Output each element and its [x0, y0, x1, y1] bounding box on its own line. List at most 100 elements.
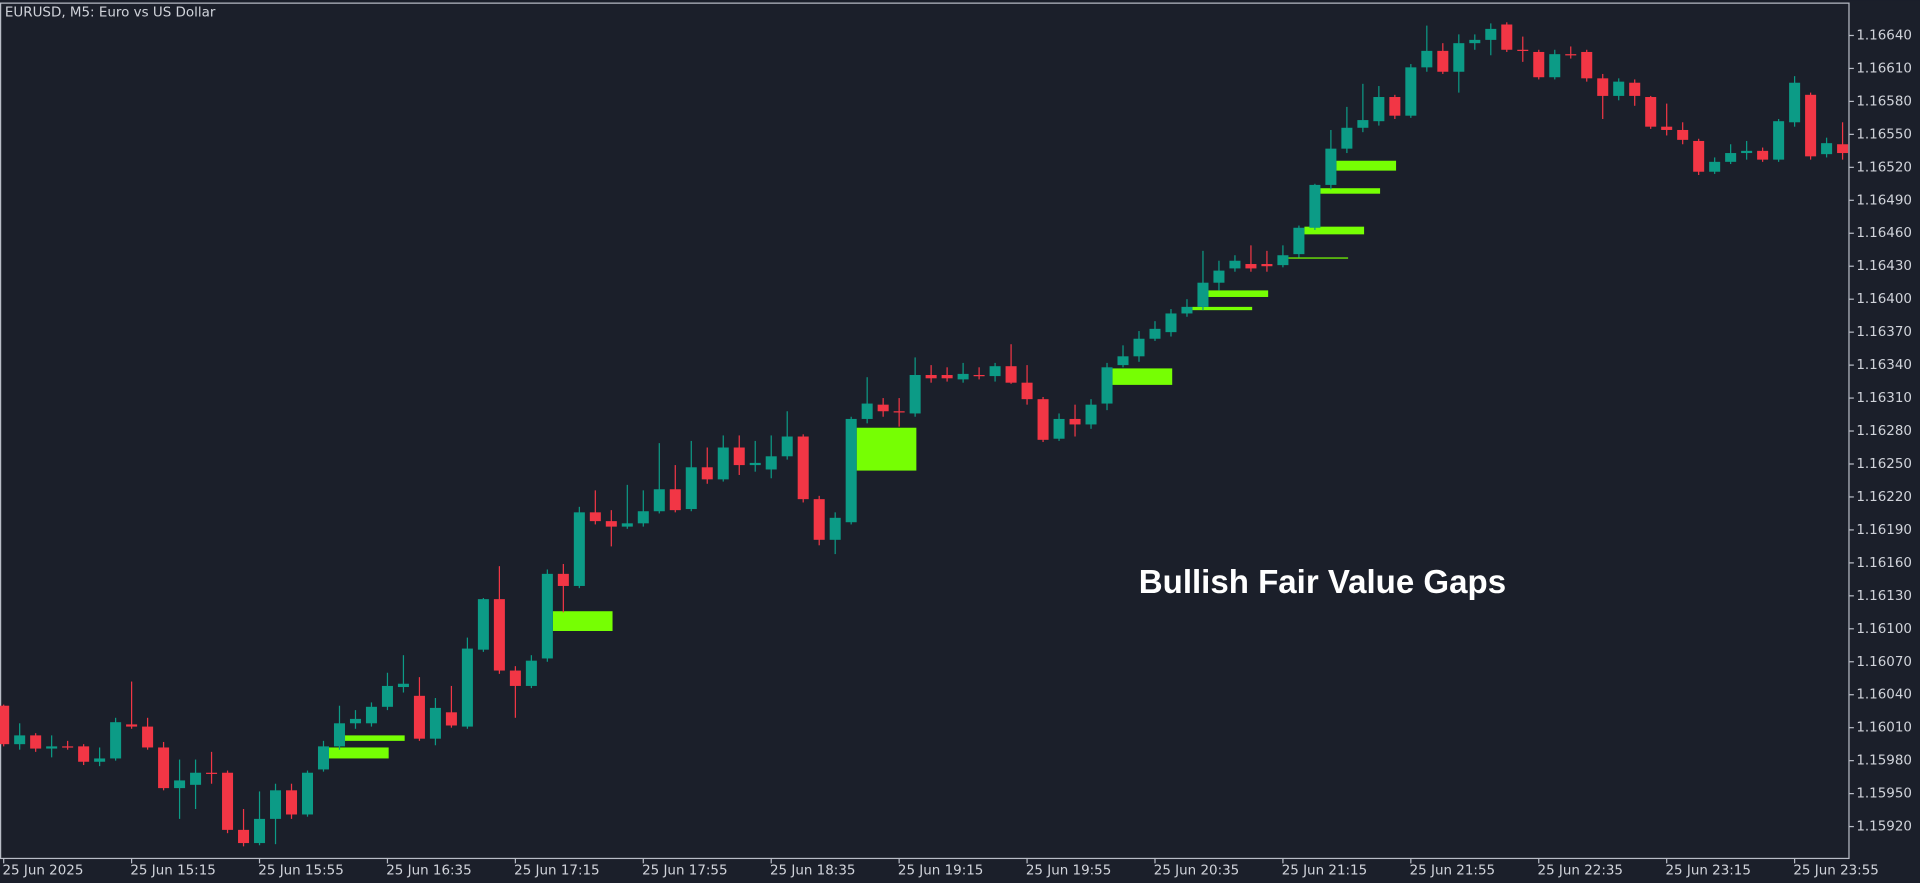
plot-area	[0, 22, 1849, 847]
candle-body	[206, 772, 218, 774]
x-tick-label: 25 Jun 15:55	[258, 864, 343, 879]
candle-body	[1549, 54, 1561, 78]
candle-body	[589, 512, 601, 522]
candle-body	[174, 780, 186, 789]
candle-body	[46, 746, 58, 749]
candle-body	[493, 599, 505, 671]
y-tick-label: 1.16190	[1856, 523, 1912, 538]
candle-body	[1085, 404, 1097, 425]
candle-body	[477, 599, 489, 650]
x-tick-label: 25 Jun 20:35	[1154, 864, 1239, 879]
candle-body	[429, 707, 441, 739]
candle-body	[1373, 97, 1385, 122]
y-tick-label: 1.16250	[1856, 457, 1912, 472]
candle-body	[1213, 270, 1225, 283]
y-tick-label: 1.16340	[1856, 358, 1912, 373]
candle-body	[653, 489, 665, 512]
x-tick-label: 25 Jun 2025	[2, 864, 83, 879]
candle-body	[397, 683, 409, 688]
candle-body	[1229, 260, 1241, 269]
candle-body	[238, 829, 250, 844]
candle-body	[349, 718, 361, 724]
candle-body	[14, 735, 26, 745]
y-tick-label: 1.15980	[1856, 754, 1912, 769]
candle-body	[925, 374, 937, 379]
x-tick-label: 25 Jun 23:55	[1793, 864, 1878, 879]
candle-body	[1053, 418, 1065, 439]
candle-body	[285, 790, 298, 815]
candle-body	[1693, 140, 1705, 172]
fair-value-gap	[856, 427, 917, 471]
candle-body	[621, 523, 633, 527]
y-tick-label: 1.16130	[1856, 589, 1912, 604]
candle-body	[333, 723, 345, 747]
candle-body	[317, 746, 329, 770]
candle-body	[1293, 227, 1305, 255]
candle-body	[1453, 43, 1465, 72]
y-tick-label: 1.16550	[1856, 127, 1912, 142]
y-tick-label: 1.16280	[1856, 424, 1912, 439]
candle-body	[1021, 382, 1033, 400]
candle-body	[1037, 399, 1049, 440]
candle-body	[1421, 50, 1433, 68]
candle-body	[1485, 28, 1497, 40]
fair-value-gap	[1304, 226, 1365, 235]
candle-body	[78, 746, 90, 762]
candle-body	[701, 467, 713, 480]
candle-body	[605, 521, 617, 527]
candle-body	[254, 818, 266, 844]
y-tick-label: 1.16070	[1856, 655, 1912, 670]
candle-body	[62, 746, 74, 748]
x-tick-label: 25 Jun 21:55	[1410, 864, 1495, 879]
candle-body	[1773, 121, 1785, 160]
candle-body	[1469, 39, 1481, 44]
y-tick-label: 1.16520	[1856, 160, 1912, 175]
candle-body	[1661, 126, 1673, 130]
candle-body	[222, 772, 234, 830]
x-tick-label: 25 Jun 23:15	[1665, 864, 1750, 879]
y-tick-label: 1.16010	[1856, 721, 1912, 736]
fair-value-gap	[328, 747, 389, 759]
x-tick-label: 25 Jun 19:55	[1026, 864, 1111, 879]
candle-body	[1101, 367, 1113, 404]
candle-body	[270, 790, 282, 819]
candle-body	[1741, 150, 1753, 154]
x-tick-label: 25 Jun 21:15	[1282, 864, 1367, 879]
y-tick-label: 1.16160	[1856, 556, 1912, 571]
candle-body	[781, 436, 793, 457]
candle-body	[1821, 143, 1833, 155]
candle-body	[1149, 328, 1161, 339]
candle-body	[1277, 255, 1289, 266]
candle-body	[1357, 120, 1369, 128]
x-tick-label: 25 Jun 19:15	[898, 864, 983, 879]
y-tick-label: 1.16640	[1856, 28, 1912, 43]
candle-body	[1597, 78, 1609, 96]
x-tick-label: 25 Jun 17:15	[514, 864, 599, 879]
candle-body	[669, 489, 681, 511]
candle-body	[1629, 82, 1641, 96]
candle-body	[1645, 97, 1657, 127]
candle-body	[1789, 82, 1801, 123]
x-tick-label: 25 Jun 18:35	[770, 864, 855, 879]
candle-body	[1565, 54, 1577, 56]
candle-body	[797, 436, 809, 500]
fair-value-gap	[1112, 368, 1173, 385]
candle-body	[110, 722, 122, 759]
candle-body	[445, 712, 457, 726]
fair-value-gap	[1336, 160, 1397, 171]
y-tick-label: 1.16580	[1856, 94, 1912, 109]
chart-title: EURUSD, M5: Euro vs US Dollar	[5, 5, 216, 20]
candle-body	[717, 447, 729, 480]
candle-body	[1181, 306, 1193, 314]
candle-body	[1197, 282, 1209, 307]
x-tick-label: 25 Jun 17:55	[642, 864, 727, 879]
candle-body	[1805, 94, 1817, 157]
candle-body	[1709, 161, 1721, 172]
candle-body	[509, 670, 521, 686]
y-tick-label: 1.16430	[1856, 259, 1912, 274]
y-tick-label: 1.15920	[1856, 820, 1912, 835]
candle-body	[1501, 24, 1513, 50]
candle-body	[1517, 49, 1529, 51]
y-tick-label: 1.15950	[1856, 787, 1912, 802]
